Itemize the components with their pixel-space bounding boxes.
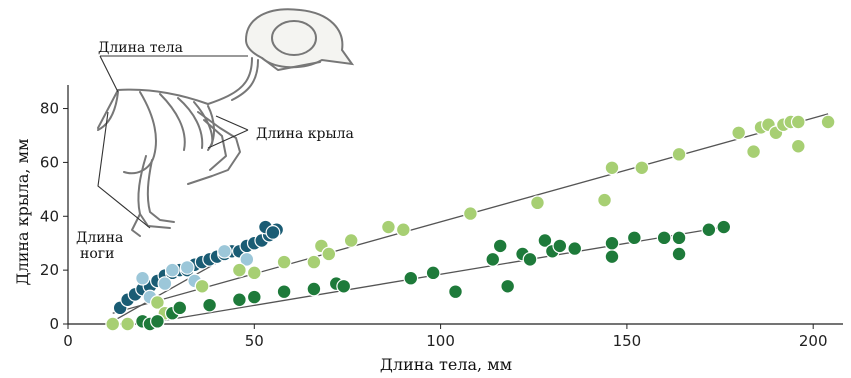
data-point (120, 316, 136, 332)
data-point (336, 278, 352, 294)
data-point (604, 235, 620, 251)
series-3 (135, 219, 732, 332)
data-point (671, 246, 687, 262)
data-point (656, 230, 672, 246)
series-2 (105, 114, 836, 332)
data-point (746, 144, 761, 160)
y-tick-label: 20 (40, 261, 59, 279)
data-point (731, 125, 747, 141)
data-point (597, 192, 612, 208)
data-point (537, 233, 553, 248)
data-point (381, 219, 396, 235)
data-point (179, 260, 195, 275)
data-point (202, 297, 217, 313)
data-point (276, 284, 292, 300)
data-point (306, 281, 322, 297)
data-point (716, 219, 732, 235)
annotation-leg-length-line2: ноги (80, 246, 114, 262)
data-point (164, 262, 180, 278)
data-point (306, 254, 322, 270)
data-point (604, 160, 620, 176)
data-point (403, 270, 419, 286)
data-point (157, 276, 173, 292)
y-tick-label: 0 (49, 315, 59, 333)
x-tick-label: 200 (799, 332, 828, 350)
data-point (500, 278, 516, 294)
x-tick-label: 150 (613, 332, 642, 350)
x-axis-label: Длина тела, мм (380, 355, 512, 374)
y-tick-label: 60 (40, 153, 59, 171)
data-point (276, 254, 292, 270)
data-point (150, 295, 165, 310)
x-tick-label: 100 (426, 332, 455, 350)
data-point (671, 146, 687, 162)
data-point (246, 265, 262, 281)
data-point (626, 230, 642, 246)
axes: 0 50 100 150 200 0 20 40 60 80 (40, 85, 843, 350)
data-point (231, 292, 247, 308)
data-point (395, 222, 411, 238)
data-point (172, 300, 188, 316)
data-point (217, 243, 232, 259)
data-point (231, 262, 247, 278)
data-point (552, 238, 568, 254)
annotation-leg-length-line1: Длина (76, 230, 123, 246)
data-point (239, 251, 255, 267)
data-point (634, 160, 650, 176)
data-point (671, 230, 687, 246)
x-tick-label: 50 (245, 332, 264, 350)
data-point (790, 138, 806, 154)
data-point (105, 316, 121, 332)
data-point (567, 241, 583, 256)
annotation-wing-length: Длина крыла (256, 126, 354, 142)
data-points (105, 114, 836, 332)
data-point (485, 251, 501, 267)
data-point (135, 270, 150, 286)
x-tick-label: 0 (63, 332, 73, 350)
data-point (701, 222, 717, 238)
annotation-body-length: Длина тела (98, 40, 183, 56)
data-point (530, 195, 545, 211)
data-point (321, 246, 337, 262)
data-point (343, 233, 359, 248)
data-point (150, 313, 165, 329)
data-point (522, 251, 538, 267)
data-point (265, 225, 281, 240)
y-axis-label: Длина крыла, мм (13, 139, 32, 286)
data-point (604, 249, 620, 265)
data-point (820, 114, 836, 130)
data-point (425, 265, 441, 281)
data-point (790, 114, 806, 130)
y-tick-label: 40 (40, 207, 59, 225)
data-point (492, 238, 508, 254)
data-point (246, 289, 262, 305)
data-point (463, 206, 478, 221)
data-point (194, 278, 210, 294)
annotation-leader-lines (97, 55, 249, 229)
y-tick-label: 80 (40, 100, 59, 118)
data-point (448, 284, 463, 300)
